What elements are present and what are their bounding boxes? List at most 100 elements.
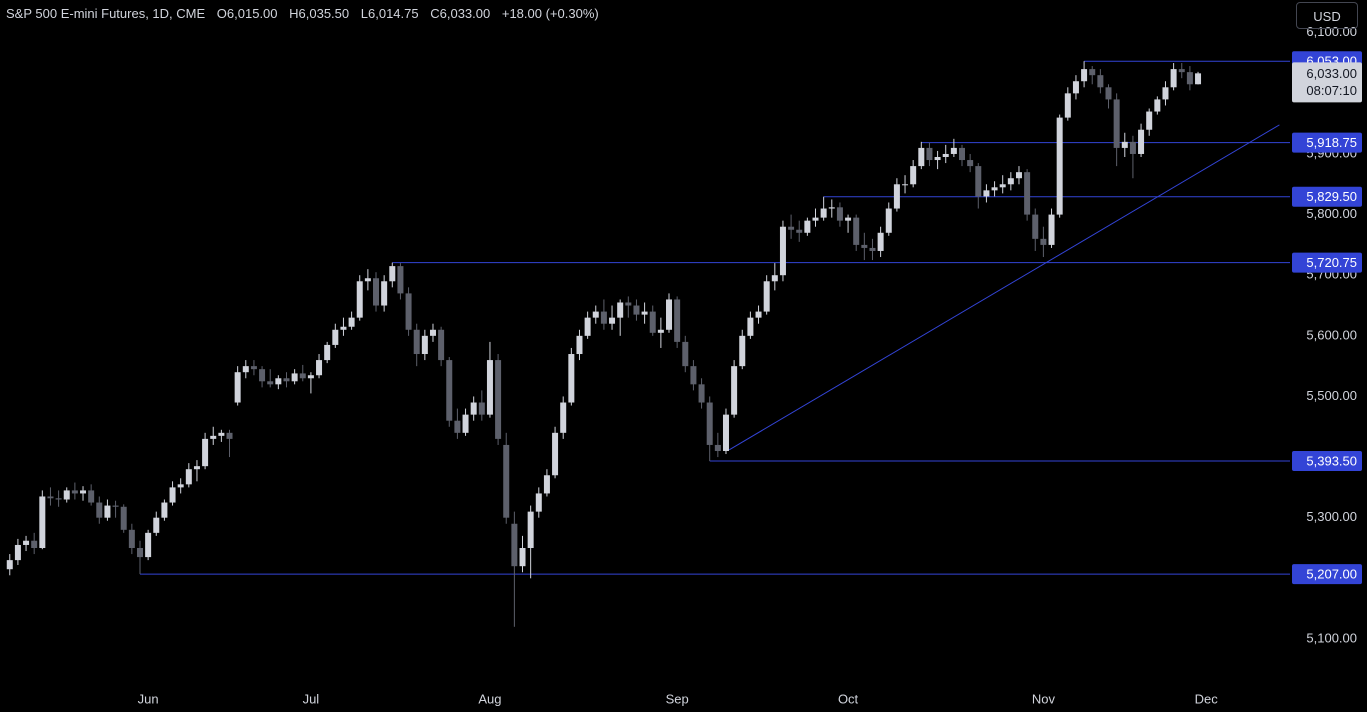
candle-body bbox=[1081, 69, 1088, 82]
candle-body bbox=[731, 366, 738, 415]
candle-body bbox=[649, 311, 656, 333]
candle-body bbox=[80, 490, 87, 494]
candle-body bbox=[600, 311, 607, 324]
candle-body bbox=[14, 544, 21, 561]
candle-body bbox=[1162, 87, 1169, 100]
level-label: 5,720.75 bbox=[1306, 255, 1357, 270]
candle-body bbox=[1040, 238, 1047, 245]
candle-body bbox=[706, 402, 713, 445]
candle-body bbox=[576, 335, 583, 355]
candle-body bbox=[112, 505, 119, 507]
candle-body bbox=[39, 496, 46, 548]
candle-body bbox=[633, 305, 640, 315]
candle-body bbox=[853, 217, 860, 245]
candle-body bbox=[1032, 214, 1039, 239]
candle-body bbox=[1138, 129, 1145, 154]
candle-body bbox=[1056, 117, 1063, 215]
x-tick-label: Nov bbox=[1032, 691, 1056, 706]
candle-body bbox=[771, 275, 778, 282]
candle-body bbox=[193, 466, 200, 470]
candle-body bbox=[722, 414, 729, 452]
candle-body bbox=[495, 360, 502, 439]
candle-body bbox=[543, 475, 550, 494]
candle-body bbox=[177, 484, 184, 488]
candle-body bbox=[226, 432, 233, 439]
level-label-bg bbox=[1292, 186, 1362, 207]
candle-body bbox=[617, 302, 624, 318]
candle-body bbox=[869, 247, 876, 251]
candle-body bbox=[796, 229, 803, 233]
candle-body bbox=[478, 402, 485, 415]
level-label: 5,207.00 bbox=[1306, 567, 1357, 582]
candle-body bbox=[535, 493, 542, 512]
candle-body bbox=[511, 523, 518, 567]
level-label: 5,918.75 bbox=[1306, 135, 1357, 150]
level-label-bg bbox=[1292, 252, 1362, 273]
candle-body bbox=[1121, 141, 1128, 148]
candle-body bbox=[438, 329, 445, 361]
candle-body bbox=[1170, 69, 1177, 88]
candle-body bbox=[1097, 75, 1104, 88]
candle-body bbox=[136, 548, 143, 558]
candle-body bbox=[47, 496, 54, 499]
last-price-label: 6,033.00 bbox=[1306, 66, 1357, 81]
candle-body bbox=[283, 378, 290, 382]
candle-body bbox=[128, 529, 135, 548]
candle-body bbox=[291, 373, 298, 382]
y-tick-label: 6,100.00 bbox=[1306, 24, 1357, 39]
candle-body bbox=[234, 372, 241, 403]
candle-body bbox=[902, 184, 909, 186]
candle-body bbox=[96, 502, 103, 518]
candle-body bbox=[421, 335, 428, 355]
candle-body bbox=[1015, 172, 1022, 179]
candle-body bbox=[674, 299, 681, 342]
high-value: H6,035.50 bbox=[289, 6, 350, 21]
candle-body bbox=[657, 329, 664, 333]
candle-body bbox=[145, 532, 152, 558]
candle-body bbox=[88, 490, 95, 503]
candle-body bbox=[666, 299, 673, 330]
level-label-bg bbox=[1292, 564, 1362, 585]
candle-body bbox=[918, 147, 925, 167]
level-label-bg bbox=[1292, 132, 1362, 153]
currency-button[interactable]: USD bbox=[1296, 2, 1358, 29]
candle-body bbox=[910, 166, 917, 185]
candle-body bbox=[462, 414, 469, 433]
candle-body bbox=[592, 311, 599, 318]
candle-body bbox=[503, 444, 510, 518]
candle-body bbox=[55, 498, 62, 500]
candle-body bbox=[250, 366, 257, 370]
y-tick-label: 5,600.00 bbox=[1306, 327, 1357, 342]
open-value: O6,015.00 bbox=[216, 6, 278, 21]
candle-body bbox=[763, 281, 770, 312]
candle-body bbox=[845, 217, 852, 221]
candle-body bbox=[861, 244, 868, 248]
candle-body bbox=[527, 511, 534, 548]
candle-body bbox=[828, 207, 835, 209]
candle-body bbox=[584, 317, 591, 336]
candle-body bbox=[210, 435, 217, 439]
candle-body bbox=[519, 548, 526, 567]
candle-body bbox=[1178, 69, 1185, 73]
candle-body bbox=[1064, 93, 1071, 118]
candle-body bbox=[299, 373, 306, 379]
candle-body bbox=[975, 166, 982, 197]
candle-body bbox=[259, 369, 266, 382]
candle-body bbox=[1048, 214, 1055, 245]
candle-body bbox=[356, 281, 363, 318]
close-value: C6,033.00 bbox=[430, 6, 491, 21]
x-tick-label: Aug bbox=[478, 691, 501, 706]
header: S&P 500 E-mini Futures, 1D, CME O6,015.0… bbox=[6, 6, 607, 21]
candle-body bbox=[942, 153, 949, 158]
candle-body bbox=[332, 329, 339, 345]
candle-body bbox=[983, 190, 990, 197]
x-tick-label: Oct bbox=[838, 691, 859, 706]
candle-body bbox=[926, 147, 933, 161]
candle-body bbox=[560, 402, 567, 433]
candle-body bbox=[690, 366, 697, 385]
candle-body bbox=[153, 517, 160, 533]
candle-body bbox=[836, 207, 843, 221]
candle-body bbox=[779, 226, 786, 276]
candle-body bbox=[812, 217, 819, 221]
